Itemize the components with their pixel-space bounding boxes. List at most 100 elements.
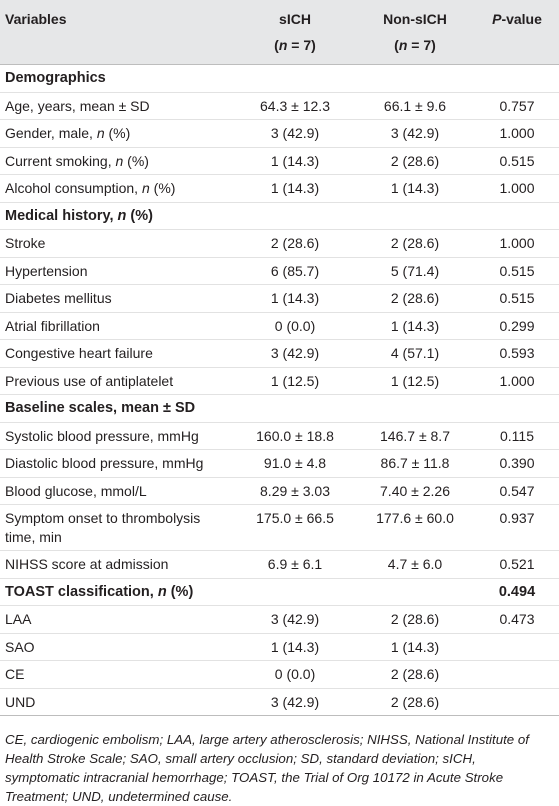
cell: 5 (71.4) xyxy=(355,257,475,285)
cell: 0.390 xyxy=(475,449,559,478)
cell: 2 (28.6) xyxy=(355,147,475,175)
cell: 0 (0.0) xyxy=(235,660,355,689)
section-row: Baseline scales, mean ± SD xyxy=(0,394,559,423)
cell: 0.593 xyxy=(475,339,559,368)
data-row: Diabetes mellitus 1 (14.3) 2 (28.6) 0.515 xyxy=(0,284,559,313)
cell: 175.0 ± 66.5 xyxy=(235,504,355,551)
cell: 146.7 ± 8.7 xyxy=(355,422,475,450)
cell: 3 (42.9) xyxy=(235,688,355,716)
row-label: Stroke xyxy=(0,229,235,258)
section-row: Demographics xyxy=(0,64,559,93)
row-label: Gender, male, n (%) xyxy=(0,119,235,148)
cell: 3 (42.9) xyxy=(235,339,355,368)
row-label: Baseline scales, mean ± SD xyxy=(0,394,235,423)
data-row: Current smoking, n (%) 1 (14.3) 2 (28.6) 0.… xyxy=(0,147,559,175)
section-row: TOAST classification, n (%) 0.494 xyxy=(0,578,559,606)
cell xyxy=(475,633,559,661)
header-cell: sICH (n = 7) xyxy=(235,0,355,65)
cell: 2 (28.6) xyxy=(235,229,355,258)
cell: 64.3 ± 12.3 xyxy=(235,92,355,120)
row-label: Congestive heart failure xyxy=(0,339,235,368)
cell xyxy=(235,578,355,606)
cell: 0.515 xyxy=(475,257,559,285)
row-label: Age, years, mean ± SD xyxy=(0,92,235,120)
row-label: LAA xyxy=(0,605,235,634)
data-row: Alcohol consumption, n (%) 1 (14.3) 1 (14.… xyxy=(0,174,559,203)
row-label: Hypertension xyxy=(0,257,235,285)
row-label: NIHSS score at admission xyxy=(0,550,235,579)
row-label: Diastolic blood pressure, mmHg xyxy=(0,449,235,478)
cell xyxy=(235,64,355,93)
header-cell: P-value xyxy=(475,0,559,65)
cell: 6.9 ± 6.1 xyxy=(235,550,355,579)
cell: 0 (0.0) xyxy=(235,312,355,340)
cell: 1 (12.5) xyxy=(235,367,355,395)
row-label: Current smoking, n (%) xyxy=(0,147,235,175)
row-label: Systolic blood pressure, mmHg xyxy=(0,422,235,450)
footnote: CE, cardiogenic embolism; LAA, large art… xyxy=(5,732,529,804)
row-label: Blood glucose, mmol/L xyxy=(0,477,235,505)
table-body: Demographics Age, years, mean ± SD 64.3 ± … xyxy=(0,64,559,716)
cell xyxy=(355,64,475,93)
cell: 1 (14.3) xyxy=(355,312,475,340)
cell: 66.1 ± 9.6 xyxy=(355,92,475,120)
cell: 8.29 ± 3.03 xyxy=(235,477,355,505)
header-text: sICH xyxy=(279,11,311,27)
cell xyxy=(355,394,475,423)
section-row: Medical history, n (%) xyxy=(0,202,559,230)
cell xyxy=(475,688,559,716)
data-row: SAO 1 (14.3) 1 (14.3) xyxy=(0,633,559,661)
cell: 1 (14.3) xyxy=(235,147,355,175)
cell: 1.000 xyxy=(475,119,559,148)
cell: 1.000 xyxy=(475,229,559,258)
cell: 3 (42.9) xyxy=(355,119,475,148)
header-cell: Variables xyxy=(0,0,235,65)
cell: 0.299 xyxy=(475,312,559,340)
cell: 1 (12.5) xyxy=(355,367,475,395)
header-row: Variables sICH (n = 7) Non-sICH (n = 7) P-val… xyxy=(0,0,559,65)
data-row: Atrial fibrillation 0 (0.0) 1 (14.3) 0.299 xyxy=(0,312,559,340)
cell: 177.6 ± 60.0 xyxy=(355,504,475,551)
data-row: Stroke 2 (28.6) 2 (28.6) 1.000 xyxy=(0,229,559,258)
header-text: Variables xyxy=(5,11,67,27)
cell: 0.515 xyxy=(475,147,559,175)
cell: 0.547 xyxy=(475,477,559,505)
cell xyxy=(475,202,559,230)
data-row: Congestive heart failure 3 (42.9) 4 (57.1)… xyxy=(0,339,559,368)
cell: 1.000 xyxy=(475,174,559,203)
cell: 0.494 xyxy=(475,578,559,606)
row-label: SAO xyxy=(0,633,235,661)
cell xyxy=(475,64,559,93)
cell: 2 (28.6) xyxy=(355,229,475,258)
cell xyxy=(235,202,355,230)
header-text: (n = 7) xyxy=(274,37,316,53)
row-label: Alcohol consumption, n (%) xyxy=(0,174,235,203)
data-table: Variables sICH (n = 7) Non-sICH (n = 7) P-val… xyxy=(0,0,559,716)
data-row: NIHSS score at admission 6.9 ± 6.1 4.7 ± 6… xyxy=(0,550,559,579)
cell: 1 (14.3) xyxy=(355,174,475,203)
cell xyxy=(235,394,355,423)
cell: 7.40 ± 2.26 xyxy=(355,477,475,505)
row-label: Previous use of antiplatelet xyxy=(0,367,235,395)
cell: 2 (28.6) xyxy=(355,605,475,634)
cell: 0.757 xyxy=(475,92,559,120)
row-label: Diabetes mellitus xyxy=(0,284,235,313)
cell: 2 (28.6) xyxy=(355,660,475,689)
cell: 3 (42.9) xyxy=(235,605,355,634)
data-row: Blood glucose, mmol/L 8.29 ± 3.03 7.40 ± 2… xyxy=(0,477,559,505)
cell: 1.000 xyxy=(475,367,559,395)
cell xyxy=(355,578,475,606)
cell: 0.937 xyxy=(475,504,559,551)
row-label: TOAST classification, n (%) xyxy=(0,578,235,606)
cell: 0.521 xyxy=(475,550,559,579)
data-row: LAA 3 (42.9) 2 (28.6) 0.473 xyxy=(0,605,559,634)
data-row: Age, years, mean ± SD 64.3 ± 12.3 66.1 ± 9… xyxy=(0,92,559,120)
cell: 1 (14.3) xyxy=(355,633,475,661)
cell xyxy=(355,202,475,230)
cell: 2 (28.6) xyxy=(355,284,475,313)
cell: 4.7 ± 6.0 xyxy=(355,550,475,579)
header-text: P-value xyxy=(492,11,542,27)
cell: 2 (28.6) xyxy=(355,688,475,716)
cell xyxy=(475,660,559,689)
